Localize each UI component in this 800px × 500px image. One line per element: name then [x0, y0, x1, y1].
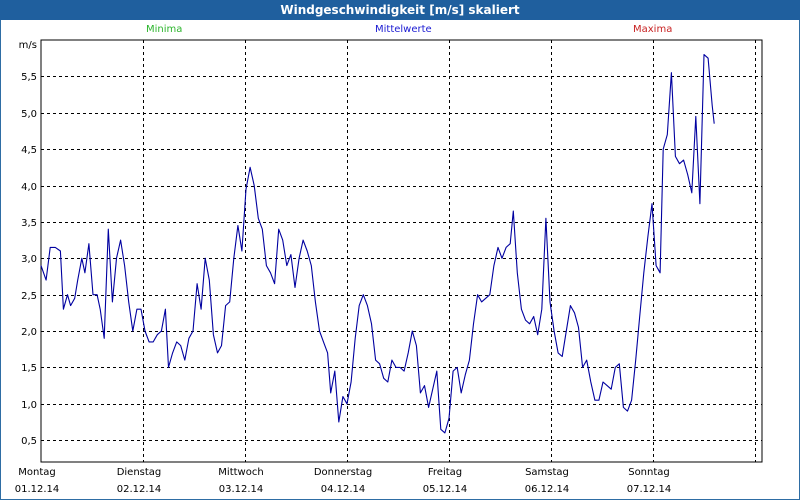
x-tick-day: Montag — [18, 467, 55, 478]
x-tick-date: 07.12.14 — [627, 484, 672, 495]
legend-minima: Minima — [146, 24, 183, 35]
x-tick-day: Donnerstag — [314, 467, 372, 478]
y-tick-label: 1,0 — [21, 400, 37, 411]
y-tick-label: 5,0 — [21, 109, 37, 120]
y-tick-label: 2,5 — [21, 291, 37, 302]
x-tick-date: 04.12.14 — [321, 484, 366, 495]
y-tick-label: 4,5 — [21, 145, 37, 156]
x-tick-day: Sonntag — [628, 467, 670, 478]
series-line-mittelwerte — [40, 54, 715, 434]
x-tick-date: 03.12.14 — [219, 484, 264, 495]
x-tick-date: 06.12.14 — [525, 484, 570, 495]
x-tick-date: 05.12.14 — [423, 484, 468, 495]
y-tick-label: 5,5 — [21, 72, 37, 83]
y-tick-label: 3,0 — [21, 254, 37, 265]
y-tick-label: 1,5 — [21, 363, 37, 374]
legend-maxima: Maxima — [633, 24, 673, 35]
x-tick-day: Mittwoch — [218, 467, 263, 478]
x-tick-date: 02.12.14 — [117, 484, 162, 495]
y-tick-label: 3,5 — [21, 218, 37, 229]
plot-area — [40, 39, 763, 463]
y-tick-label: 4,0 — [21, 182, 37, 193]
chart-title: Windgeschwindigkeit [m/s] skaliert — [0, 0, 800, 20]
x-tick-day: Dienstag — [117, 467, 162, 478]
legend-mittelwerte: Mittelwerte — [375, 24, 432, 35]
y-tick-label: 0,5 — [21, 436, 37, 447]
x-tick-day: Freitag — [428, 467, 462, 478]
x-tick-day: Samstag — [525, 467, 569, 478]
y-tick-label: 2,0 — [21, 327, 37, 338]
y-axis-unit: m/s — [19, 40, 37, 51]
x-tick-date: 01.12.14 — [15, 484, 60, 495]
